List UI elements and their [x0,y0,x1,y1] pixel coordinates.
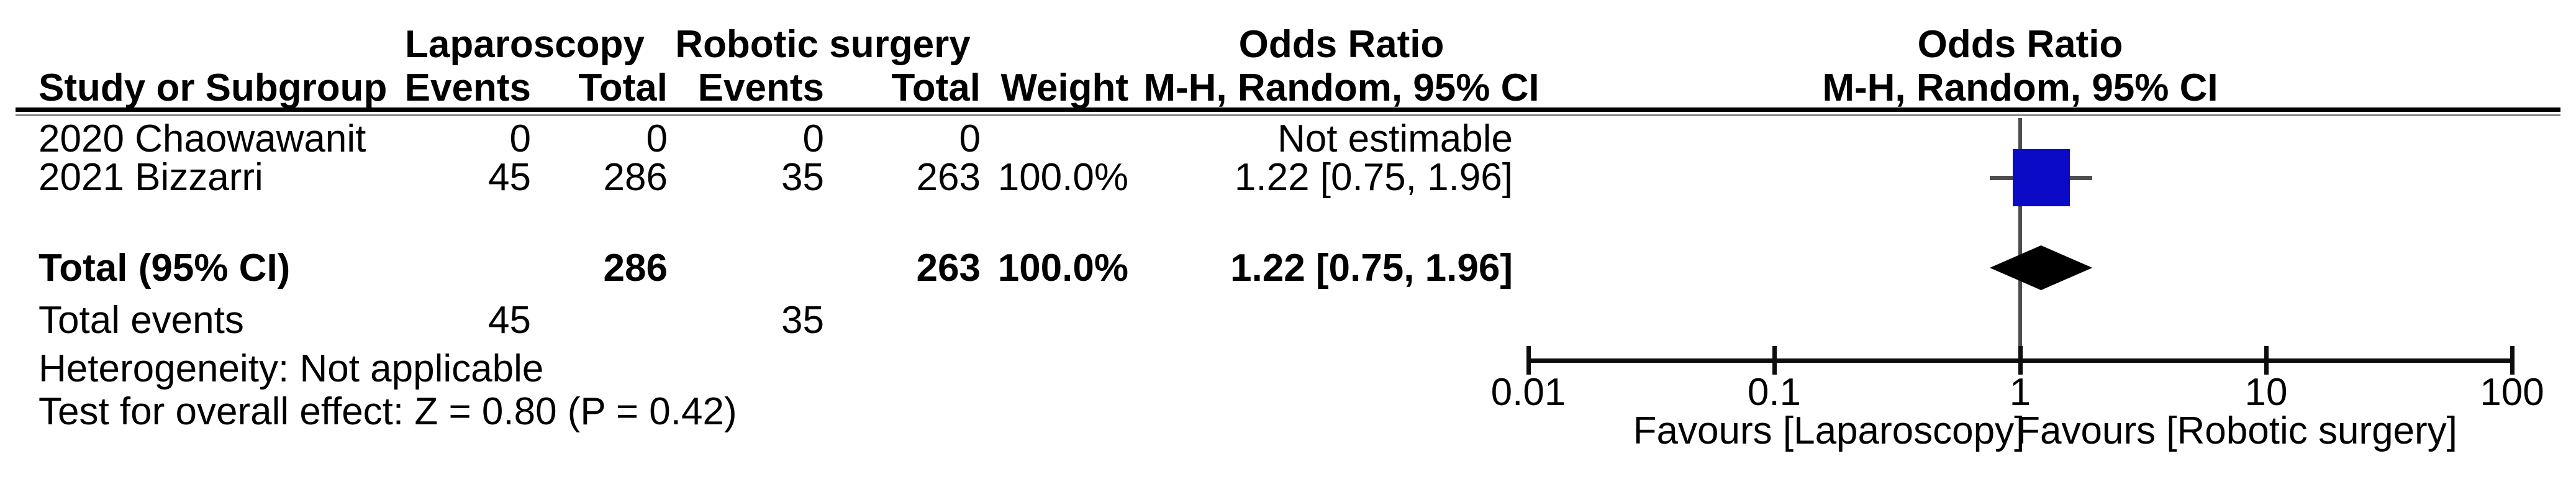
heterogeneity-note: Heterogeneity: Not applicable [39,347,544,390]
total-total-1: 286 [603,247,668,290]
study-events-2: 35 [781,156,824,199]
study-or-ci: 1.22 [0.75, 1.96] [1234,156,1513,199]
col-header-mh-ci-text: M-H, Random, 95% CI [1143,66,1540,109]
study-point-marker [2013,149,2070,206]
col-header-total-2: Total [891,66,981,109]
col-header-total-1: Total [578,66,668,109]
study-name: 2020 Chaowawanit [39,117,366,160]
total-or-ci: 1.22 [0.75, 1.96] [1230,247,1513,290]
favours-left-label: Favours [Laparoscopy] [1633,409,2025,452]
study-total-2: 0 [959,117,981,160]
axis-tick-label: 10 [2244,371,2288,414]
study-or-ci: Not estimable [1277,117,1513,160]
axis-tick [1526,346,1531,375]
axis-tick-label: 0.1 [1747,371,1802,414]
total-label: Total (95% CI) [39,247,291,290]
group-header-robotic-surgery: Robotic surgery [675,23,971,66]
group-header-laparoscopy: Laparoscopy [405,23,645,66]
axis-tick [2264,346,2269,375]
total-events-1: 45 [488,299,531,342]
study-total-1: 0 [646,117,668,160]
axis-tick [1772,346,1777,375]
axis-tick [2510,346,2515,375]
col-header-events-2: Events [697,66,824,109]
col-header-events-1: Events [404,66,531,109]
axis-tick-label: 100 [2480,371,2544,414]
total-events-2: 35 [781,299,824,342]
col-header-mh-ci-plot: M-H, Random, 95% CI [1822,66,2218,109]
col-header-study: Study or Subgroup [39,66,388,109]
or-text-column-header: Odds Ratio [1238,23,1444,66]
study-total-2: 263 [916,156,981,199]
favours-right-label: Favours [Robotic surgery] [2016,409,2457,452]
total-events-label: Total events [39,299,244,342]
or-plot-column-header: Odds Ratio [1917,23,2123,66]
total-weight: 100.0% [997,247,1128,290]
study-weight: 100.0% [997,156,1128,199]
study-total-1: 286 [603,156,668,199]
study-events-1: 45 [488,156,531,199]
study-events-2: 0 [802,117,824,160]
axis-tick [2018,346,2023,375]
total-diamond [1989,245,2092,290]
header-rule-shadow [16,114,2560,116]
study-name: 2021 Bizzarri [39,156,263,199]
axis-tick-label: 1 [2009,371,2031,414]
study-events-1: 0 [509,117,531,160]
overall-effect-note: Test for overall effect: Z = 0.80 (P = 0… [39,390,737,433]
total-total-2: 263 [916,247,981,290]
reference-line-or-1 [2018,118,2022,360]
col-header-weight: Weight [1000,66,1129,109]
header-rule-main [16,107,2560,112]
axis-tick-label: 0.01 [1490,371,1566,414]
